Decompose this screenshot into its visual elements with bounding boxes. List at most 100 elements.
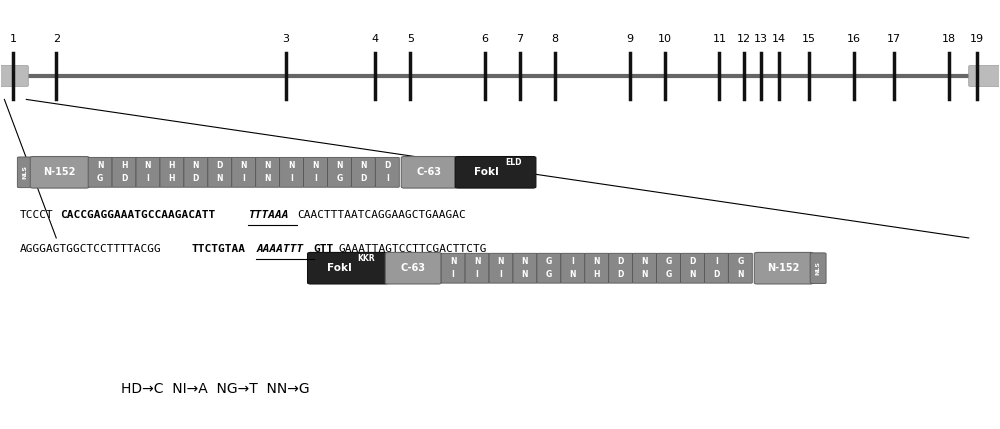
Text: D: D bbox=[193, 174, 199, 183]
Text: HD→C  NI→A  NG→T  NN→G: HD→C NI→A NG→T NN→G bbox=[121, 382, 310, 396]
FancyBboxPatch shape bbox=[256, 157, 280, 187]
Text: D: D bbox=[217, 161, 223, 170]
Text: D: D bbox=[617, 257, 624, 266]
FancyBboxPatch shape bbox=[208, 157, 232, 187]
Text: TTTAAA: TTTAAA bbox=[248, 210, 289, 221]
Text: I: I bbox=[147, 174, 149, 183]
Text: 4: 4 bbox=[372, 34, 379, 44]
FancyBboxPatch shape bbox=[513, 253, 537, 283]
Text: H: H bbox=[169, 161, 175, 170]
Text: FokI: FokI bbox=[474, 167, 499, 177]
Text: I: I bbox=[476, 270, 479, 279]
Text: N: N bbox=[641, 270, 648, 279]
Text: N: N bbox=[360, 161, 367, 170]
FancyBboxPatch shape bbox=[704, 253, 728, 283]
FancyBboxPatch shape bbox=[88, 157, 112, 187]
Text: 19: 19 bbox=[970, 34, 984, 44]
Text: C-63: C-63 bbox=[401, 263, 426, 273]
Text: CAACTTTAATCAGGAAGCTGAAGAC: CAACTTTAATCAGGAAGCTGAAGAC bbox=[297, 210, 466, 221]
Text: N: N bbox=[145, 161, 151, 170]
Text: 2: 2 bbox=[53, 34, 60, 44]
Text: 1: 1 bbox=[10, 34, 17, 44]
Text: N: N bbox=[474, 257, 480, 266]
FancyBboxPatch shape bbox=[969, 66, 1000, 86]
FancyBboxPatch shape bbox=[657, 253, 680, 283]
FancyBboxPatch shape bbox=[609, 253, 633, 283]
Text: C-63: C-63 bbox=[417, 167, 442, 177]
Text: 16: 16 bbox=[847, 34, 861, 44]
Text: N: N bbox=[522, 257, 528, 266]
Text: D: D bbox=[121, 174, 127, 183]
Text: TTCTGTAA: TTCTGTAA bbox=[191, 245, 245, 254]
Text: GTT: GTT bbox=[314, 245, 334, 254]
FancyBboxPatch shape bbox=[0, 66, 28, 86]
Text: AAAATTT: AAAATTT bbox=[256, 245, 304, 254]
Text: 14: 14 bbox=[772, 34, 786, 44]
FancyBboxPatch shape bbox=[585, 253, 609, 283]
FancyBboxPatch shape bbox=[441, 253, 465, 283]
Text: I: I bbox=[314, 174, 317, 183]
Text: D: D bbox=[360, 174, 367, 183]
Text: KKR: KKR bbox=[358, 254, 375, 263]
Text: H: H bbox=[169, 174, 175, 183]
Text: N: N bbox=[737, 270, 744, 279]
Text: AGGGAGTGGCTCCTTTTACGG: AGGGAGTGGCTCCTTTTACGG bbox=[19, 245, 161, 254]
Text: D: D bbox=[713, 270, 720, 279]
Text: N: N bbox=[522, 270, 528, 279]
Text: H: H bbox=[121, 161, 127, 170]
FancyBboxPatch shape bbox=[351, 157, 375, 187]
Text: 13: 13 bbox=[754, 34, 768, 44]
Text: 6: 6 bbox=[482, 34, 489, 44]
Text: I: I bbox=[571, 257, 574, 266]
Text: 10: 10 bbox=[658, 34, 672, 44]
Text: 18: 18 bbox=[942, 34, 956, 44]
FancyBboxPatch shape bbox=[308, 252, 388, 284]
Text: D: D bbox=[689, 257, 696, 266]
FancyBboxPatch shape bbox=[280, 157, 304, 187]
Text: G: G bbox=[665, 270, 672, 279]
Text: I: I bbox=[500, 270, 502, 279]
FancyBboxPatch shape bbox=[561, 253, 585, 283]
Text: CACCGAGGAAATGCCAAGACATT: CACCGAGGAAATGCCAAGACATT bbox=[60, 210, 215, 221]
FancyBboxPatch shape bbox=[728, 253, 752, 283]
FancyBboxPatch shape bbox=[30, 157, 89, 188]
Text: 5: 5 bbox=[407, 34, 414, 44]
FancyBboxPatch shape bbox=[455, 157, 536, 188]
Text: G: G bbox=[546, 270, 552, 279]
FancyBboxPatch shape bbox=[385, 252, 441, 284]
Text: NLS: NLS bbox=[816, 261, 821, 275]
FancyBboxPatch shape bbox=[232, 157, 256, 187]
FancyBboxPatch shape bbox=[810, 253, 826, 284]
Text: 3: 3 bbox=[282, 34, 289, 44]
Text: G: G bbox=[737, 257, 743, 266]
Text: I: I bbox=[715, 257, 718, 266]
FancyBboxPatch shape bbox=[680, 253, 704, 283]
Text: 7: 7 bbox=[516, 34, 524, 44]
Text: N: N bbox=[450, 257, 456, 266]
Text: N: N bbox=[264, 161, 271, 170]
Text: D: D bbox=[384, 161, 391, 170]
Text: D: D bbox=[617, 270, 624, 279]
FancyBboxPatch shape bbox=[304, 157, 327, 187]
Text: ELD: ELD bbox=[505, 158, 522, 167]
FancyBboxPatch shape bbox=[465, 253, 489, 283]
Text: NLS: NLS bbox=[23, 165, 28, 179]
Text: N-152: N-152 bbox=[44, 167, 76, 177]
FancyBboxPatch shape bbox=[537, 253, 561, 283]
Text: GAAATTAGTCCTTCGACTTCTG: GAAATTAGTCCTTCGACTTCTG bbox=[338, 245, 487, 254]
Text: N: N bbox=[240, 161, 247, 170]
FancyBboxPatch shape bbox=[401, 157, 457, 188]
Text: 11: 11 bbox=[712, 34, 726, 44]
Text: I: I bbox=[452, 270, 455, 279]
Text: N: N bbox=[193, 161, 199, 170]
Text: N: N bbox=[641, 257, 648, 266]
Text: I: I bbox=[242, 174, 245, 183]
Text: I: I bbox=[290, 174, 293, 183]
Text: N: N bbox=[264, 174, 271, 183]
Text: 8: 8 bbox=[551, 34, 558, 44]
FancyBboxPatch shape bbox=[184, 157, 208, 187]
Text: G: G bbox=[97, 174, 103, 183]
Text: 9: 9 bbox=[626, 34, 633, 44]
Text: N: N bbox=[498, 257, 504, 266]
Text: N: N bbox=[593, 257, 600, 266]
